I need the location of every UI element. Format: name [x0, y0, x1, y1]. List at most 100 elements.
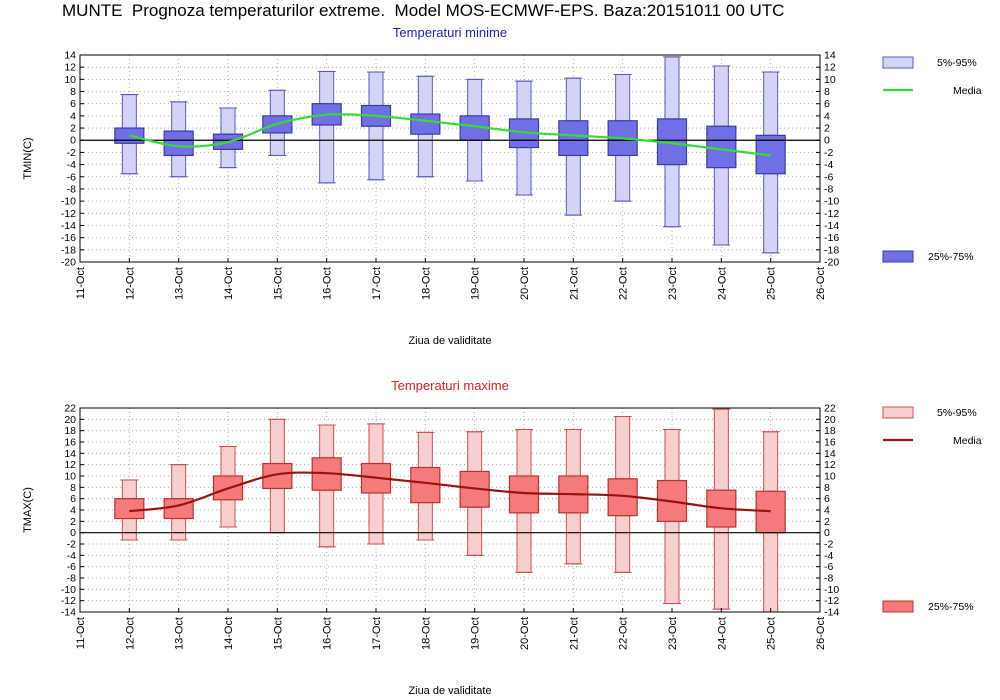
ytick-label-right: -12: [824, 208, 839, 220]
xtick-label: 25-Oct: [766, 267, 778, 300]
median-line: [129, 471, 771, 513]
legend-swatch-whisker: [882, 406, 914, 419]
box-iqr: [114, 498, 145, 520]
ytick-label-left: 16: [64, 437, 76, 449]
ytick-label-right: 0: [824, 135, 830, 147]
box-upper-tail: [171, 464, 187, 500]
legend-label-box: 25%-75%: [928, 251, 974, 263]
xtick-label: 20-Oct: [519, 267, 531, 300]
ytick-label-left: 4: [70, 110, 76, 122]
ytick-label-right: -14: [824, 220, 839, 232]
xtick-label: 12-Oct: [124, 267, 136, 300]
ytick-label-left: -20: [61, 257, 76, 269]
ytick-label-left: 10: [64, 471, 76, 483]
ytick-label-right: -2: [824, 539, 833, 551]
box-upper-tail: [516, 80, 532, 120]
box-upper-tail: [121, 479, 137, 500]
ytick-label-right: 12: [824, 62, 836, 74]
ytick-label-right: 12: [824, 459, 836, 471]
box-lower-tail: [713, 167, 729, 246]
box-upper-tail: [220, 107, 236, 135]
ytick-label-left: 2: [70, 516, 76, 528]
ytick-label-left: -4: [67, 550, 76, 562]
box-lower-tail: [664, 520, 680, 604]
ytick-label-left: 4: [70, 505, 76, 517]
xtick-label: 14-Oct: [223, 267, 235, 300]
ytick-label-right: 22: [824, 403, 836, 415]
ytick-label-left: 10: [64, 74, 76, 86]
legend-label-whisker: 5%-95%: [937, 407, 977, 419]
ytick-label-left: -12: [61, 208, 76, 220]
box-upper-tail: [417, 431, 433, 469]
ytick-label-left: -8: [67, 183, 76, 195]
ytick-label-right: -6: [824, 561, 833, 573]
ytick-label-right: 10: [824, 471, 836, 483]
ytick-label-right: -8: [824, 573, 833, 585]
xtick-label: 23-Oct: [667, 267, 679, 300]
ytick-label-left: 18: [64, 425, 76, 437]
xtick-label: 17-Oct: [371, 267, 383, 300]
box-upper-tail: [565, 429, 581, 477]
ytick-label-left: 14: [64, 50, 76, 62]
ytick-label-right: -6: [824, 171, 833, 183]
x-axis-label: Ziua de validitate: [408, 335, 491, 347]
box-lower-tail: [467, 139, 483, 182]
box-upper-tail: [565, 77, 581, 122]
xtick-label: 11-Oct: [75, 617, 87, 649]
box-lower-tail: [565, 154, 581, 216]
ytick-label-right: -10: [824, 196, 839, 208]
box-iqr: [755, 490, 786, 534]
xtick-label: 13-Oct: [174, 267, 186, 300]
y-axis-label: TMAX(C): [22, 487, 34, 533]
box-lower-tail: [121, 518, 137, 541]
box-iqr: [410, 466, 441, 504]
box-upper-tail: [319, 424, 335, 459]
xtick-label: 21-Oct: [568, 267, 580, 300]
ytick-label-left: -18: [61, 244, 76, 256]
box-lower-tail: [615, 515, 631, 573]
box-lower-tail: [269, 132, 285, 156]
xtick-label: 20-Oct: [519, 617, 531, 650]
xtick-label: 11-Oct: [75, 267, 87, 299]
ytick-label-right: 10: [824, 74, 836, 86]
page-title: MUNTE Prognoza temperaturilor extreme. M…: [62, 1, 785, 20]
xtick-label: 18-Oct: [420, 617, 432, 650]
legend-label-median: Media: [953, 435, 982, 447]
box-lower-tail: [171, 154, 187, 178]
xtick-label: 16-Oct: [322, 617, 334, 650]
box-upper-tail: [615, 73, 631, 122]
ytick-label-left: -6: [67, 561, 76, 573]
box-upper-tail: [171, 101, 187, 132]
legend-swatch-box: [882, 600, 914, 613]
ytick-label-right: -18: [824, 244, 839, 256]
xtick-label: 26-Oct: [815, 617, 827, 650]
box-iqr: [558, 120, 589, 157]
ytick-label-right: 16: [824, 437, 836, 449]
box-lower-tail: [467, 506, 483, 556]
median-line: [129, 113, 771, 157]
box-lower-tail: [319, 489, 335, 548]
box-lower-tail: [565, 512, 581, 565]
ytick-label-left: -12: [61, 595, 76, 607]
ytick-label-left: -6: [67, 171, 76, 183]
legend-label-box: 25%-75%: [928, 601, 974, 613]
box-lower-tail: [269, 487, 285, 534]
box-lower-tail: [615, 154, 631, 202]
xtick-label: 24-Oct: [716, 267, 728, 300]
xtick-label: 16-Oct: [322, 267, 334, 300]
ytick-label-right: -2: [824, 147, 833, 159]
xtick-label: 12-Oct: [124, 617, 136, 650]
xtick-label: 22-Oct: [618, 267, 630, 300]
box-lower-tail: [171, 518, 187, 541]
xtick-label: 22-Oct: [618, 617, 630, 650]
box-iqr: [706, 125, 737, 169]
box-lower-tail: [516, 147, 532, 196]
box-lower-tail: [368, 125, 384, 181]
ytick-label-left: 20: [64, 414, 76, 426]
ytick-label-left: 8: [70, 482, 76, 494]
box-iqr: [163, 130, 194, 157]
box-lower-tail: [713, 526, 729, 610]
xtick-label: 17-Oct: [371, 617, 383, 650]
box-lower-tail: [368, 492, 384, 545]
